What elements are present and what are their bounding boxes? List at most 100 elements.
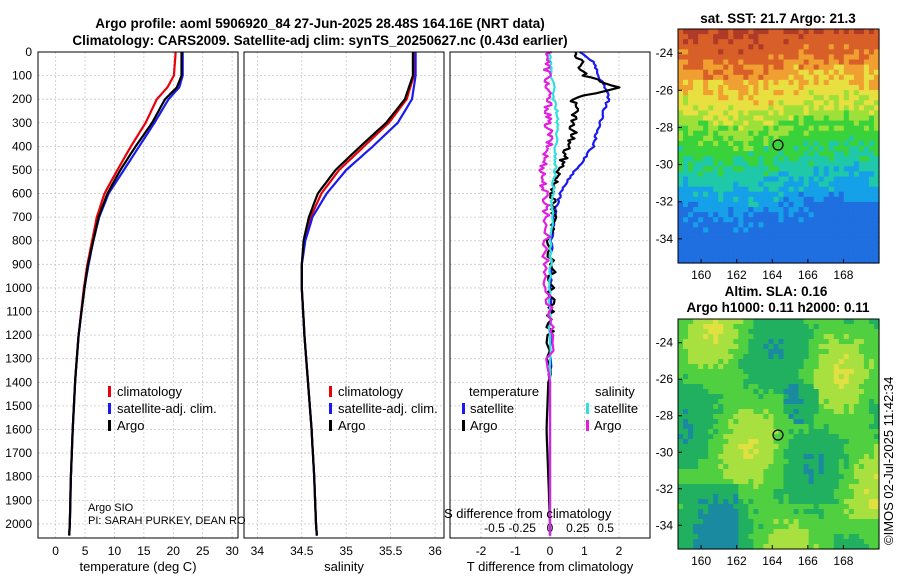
- sst-cell: [808, 207, 815, 213]
- sla-cell: [693, 419, 699, 425]
- sla-cell: [803, 379, 810, 385]
- sla-cell: [863, 519, 870, 525]
- sst-cell: [748, 252, 754, 259]
- sst-cell: [828, 227, 835, 234]
- sla-cell: [868, 484, 875, 490]
- sla-cell: [748, 474, 754, 480]
- sst-cell: [758, 54, 765, 61]
- sla-cell: [758, 444, 765, 450]
- sla-cell: [818, 434, 825, 440]
- sla-cell: [818, 424, 825, 430]
- sst-cell: [728, 95, 734, 101]
- sla-cell: [693, 514, 699, 520]
- sst-cell: [758, 156, 765, 162]
- sst-cell: [798, 110, 805, 117]
- sla-cell: [778, 409, 785, 415]
- sst-cell: [863, 59, 870, 66]
- sla-cell: [798, 534, 805, 540]
- sst-cell: [853, 49, 860, 56]
- sla-cell: [683, 479, 689, 485]
- sla-cell: [703, 519, 709, 525]
- sst-cell: [688, 227, 694, 234]
- sst-cell: [678, 105, 684, 111]
- sst-cell: [823, 161, 830, 167]
- sst-cell: [863, 140, 870, 147]
- sla-cell: [873, 464, 880, 470]
- lon-tick-label: 160: [691, 554, 711, 568]
- sla-cell: [738, 459, 744, 465]
- sst-cell: [813, 79, 820, 86]
- sst-cell: [773, 95, 780, 101]
- sla-cell: [738, 389, 744, 395]
- sst-cell: [838, 115, 845, 122]
- sla-cell: [768, 449, 775, 455]
- sla-cell: [753, 544, 760, 550]
- sst-cell: [693, 242, 699, 249]
- sst-cell: [843, 100, 850, 106]
- sla-cell: [873, 344, 880, 350]
- sla-cell: [833, 404, 840, 410]
- temperature-frame: [37, 51, 239, 539]
- lat-tick-label: -32: [656, 195, 674, 209]
- sla-cell: [853, 344, 860, 350]
- sst-cell: [828, 84, 835, 91]
- sst-cell: [868, 196, 875, 203]
- sla-cell: [788, 324, 795, 330]
- sla-cell: [733, 534, 739, 540]
- sst-cell: [708, 64, 714, 71]
- sla-cell: [768, 364, 775, 370]
- sla-cell: [793, 409, 800, 415]
- sla-cell: [723, 354, 729, 360]
- sst-cell: [843, 64, 850, 71]
- sla-cell: [873, 454, 880, 460]
- sla-cell: [823, 484, 830, 490]
- sla-cell: [698, 444, 704, 450]
- sst-cell: [848, 237, 855, 244]
- sla-cell: [868, 529, 875, 535]
- series-line-temperature-argo: [545, 51, 621, 536]
- sla-cell: [848, 524, 855, 530]
- sla-cell: [853, 329, 860, 335]
- sla-cell: [753, 524, 760, 530]
- sla-cell: [728, 344, 734, 350]
- sla-cell: [693, 449, 699, 455]
- sst-cell: [678, 191, 684, 198]
- sst-cell: [798, 181, 805, 188]
- sla-cell: [788, 399, 795, 405]
- sst-cell: [768, 232, 775, 239]
- sla-cell: [773, 484, 780, 490]
- sst-cell: [848, 79, 855, 86]
- sst-cell: [868, 90, 875, 96]
- y-tick-label: 1200: [5, 328, 32, 342]
- sst-cell: [778, 69, 785, 76]
- sla-cell: [823, 439, 830, 445]
- sst-cell: [793, 212, 800, 218]
- sst-cell: [683, 242, 689, 249]
- sla-cell: [793, 344, 800, 350]
- sla-cell: [868, 539, 875, 545]
- sla-cell: [808, 459, 815, 465]
- sst-cell: [698, 59, 704, 66]
- sla-cell: [728, 449, 734, 455]
- sst-cell: [678, 176, 684, 183]
- sst-cell: [798, 69, 805, 76]
- sla-cell: [833, 354, 840, 360]
- sst-cell: [698, 135, 704, 142]
- sst-cell: [688, 90, 694, 96]
- sla-cell: [683, 374, 689, 380]
- sla-cell: [798, 384, 805, 390]
- sla-cell: [773, 394, 780, 400]
- sla-cell: [753, 499, 760, 505]
- sst-cell: [808, 161, 815, 167]
- sla-cell: [743, 524, 749, 530]
- sla-cell: [873, 339, 880, 345]
- sla-cell: [738, 384, 744, 390]
- sst-cell: [858, 59, 865, 66]
- sla-cell: [733, 489, 739, 495]
- sst-cell: [708, 90, 714, 96]
- sst-cell: [763, 49, 770, 56]
- sla-cell: [693, 389, 699, 395]
- sst-cell: [818, 186, 825, 193]
- sla-cell: [708, 319, 714, 325]
- sst-cell: [733, 227, 739, 234]
